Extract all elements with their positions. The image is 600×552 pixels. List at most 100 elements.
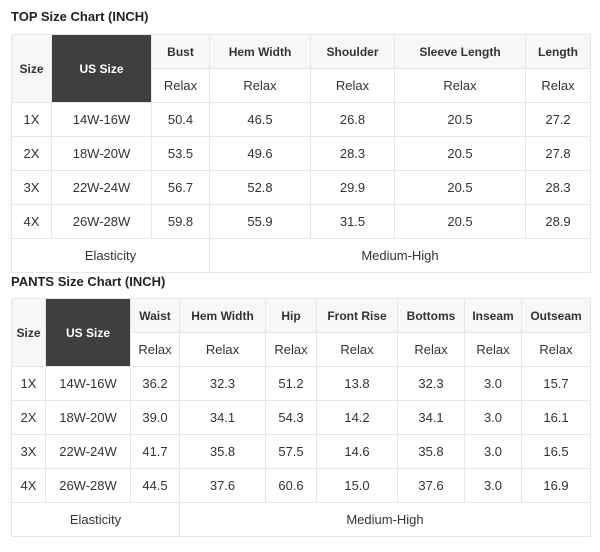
fit-row: Relax Relax Relax Relax Relax bbox=[12, 68, 591, 103]
table-cell: 15.7 bbox=[521, 366, 591, 401]
table-cell: 56.7 bbox=[151, 170, 210, 205]
column-header: Sleeve Length bbox=[394, 34, 526, 69]
column-header: Bottoms bbox=[397, 298, 465, 333]
table-cell: 13.8 bbox=[316, 366, 398, 401]
table-cell: 26W-28W bbox=[45, 468, 131, 503]
us-size-header: US Size bbox=[45, 298, 131, 367]
table-cell: 2X bbox=[11, 400, 46, 435]
table-cell: 18W-20W bbox=[45, 400, 131, 435]
table-cell: 41.7 bbox=[130, 434, 180, 469]
column-header: Bust bbox=[151, 34, 210, 69]
table-cell: 37.6 bbox=[397, 468, 465, 503]
table-row: 3X 22W-24W 56.7 52.8 29.9 20.5 28.3 bbox=[11, 170, 591, 205]
table-cell: 29.9 bbox=[310, 170, 395, 205]
table-cell: 59.8 bbox=[151, 204, 210, 239]
table-cell: 37.6 bbox=[179, 468, 266, 503]
table-cell: 54.3 bbox=[265, 400, 317, 435]
pants-size-table: Size US Size Waist Hem Width Hip Front Rise Bo… bbox=[11, 298, 591, 537]
fit-cell: Relax bbox=[525, 68, 591, 103]
table-cell: 60.6 bbox=[265, 468, 317, 503]
table-cell: 32.3 bbox=[179, 366, 266, 401]
table-cell: 55.9 bbox=[209, 204, 311, 239]
column-header: Waist bbox=[130, 298, 180, 333]
table-cell: 35.8 bbox=[397, 434, 465, 469]
table-cell: 15.0 bbox=[316, 468, 398, 503]
table-cell: 28.3 bbox=[310, 136, 395, 171]
fit-cell: Relax bbox=[130, 332, 180, 367]
top-size-table: Size US Size Bust Hem Width Shoulder Sleeve L… bbox=[11, 34, 591, 273]
table-cell: 46.5 bbox=[209, 102, 311, 137]
table-cell: 16.9 bbox=[521, 468, 591, 503]
table-cell: 14.2 bbox=[316, 400, 398, 435]
table-cell: 3X bbox=[11, 434, 46, 469]
table-cell: 20.5 bbox=[394, 102, 526, 137]
table-cell: 20.5 bbox=[394, 136, 526, 171]
elasticity-label: Elasticity bbox=[11, 238, 210, 273]
elasticity-row: Elasticity Medium-High bbox=[11, 238, 591, 273]
elasticity-label: Elasticity bbox=[11, 502, 180, 537]
column-header: Hem Width bbox=[179, 298, 266, 333]
column-header: Hip bbox=[265, 298, 317, 333]
fit-cell: Relax bbox=[151, 68, 210, 103]
table-cell: 31.5 bbox=[310, 204, 395, 239]
size-header: Size bbox=[11, 34, 52, 103]
table-cell: 28.3 bbox=[525, 170, 591, 205]
table-cell: 52.8 bbox=[209, 170, 311, 205]
table-row: 2X 18W-20W 53.5 49.6 28.3 20.5 27.8 bbox=[11, 136, 591, 171]
fit-row: Relax Relax Relax Relax Relax Relax Relax bbox=[12, 332, 591, 367]
table-cell: 26.8 bbox=[310, 102, 395, 137]
table-row: 4X 26W-28W 59.8 55.9 31.5 20.5 28.9 bbox=[11, 204, 591, 239]
top-size-chart-title: TOP Size Chart (INCH) bbox=[11, 9, 149, 24]
table-cell: 20.5 bbox=[394, 204, 526, 239]
table-cell: 27.2 bbox=[525, 102, 591, 137]
table-cell: 16.5 bbox=[521, 434, 591, 469]
table-cell: 36.2 bbox=[130, 366, 180, 401]
table-cell: 20.5 bbox=[394, 170, 526, 205]
fit-cell: Relax bbox=[521, 332, 591, 367]
table-row: 3X 22W-24W 41.7 35.8 57.5 14.6 35.8 3.0 16.5 bbox=[11, 434, 591, 469]
table-row: 4X 26W-28W 44.5 37.6 60.6 15.0 37.6 3.0 16.9 bbox=[11, 468, 591, 503]
fit-cell: Relax bbox=[179, 332, 266, 367]
table-cell: 2X bbox=[11, 136, 52, 171]
table-cell: 3.0 bbox=[464, 400, 522, 435]
column-header: Hem Width bbox=[209, 34, 311, 69]
fit-cell: Relax bbox=[316, 332, 398, 367]
table-cell: 4X bbox=[11, 204, 52, 239]
table-cell: 39.0 bbox=[130, 400, 180, 435]
fit-cell: Relax bbox=[310, 68, 395, 103]
table-cell: 50.4 bbox=[151, 102, 210, 137]
table-cell: 3.0 bbox=[464, 366, 522, 401]
column-header: Front Rise bbox=[316, 298, 398, 333]
table-cell: 1X bbox=[11, 102, 52, 137]
table-cell: 3.0 bbox=[464, 468, 522, 503]
table-cell: 3.0 bbox=[464, 434, 522, 469]
table-cell: 34.1 bbox=[179, 400, 266, 435]
header-row: Size US Size Bust Hem Width Shoulder Sleeve L… bbox=[11, 34, 591, 103]
us-size-header: US Size bbox=[51, 34, 152, 103]
fit-cell: Relax bbox=[464, 332, 522, 367]
table-cell: 57.5 bbox=[265, 434, 317, 469]
size-header: Size bbox=[11, 298, 46, 367]
column-header: Outseam bbox=[521, 298, 591, 333]
table-cell: 16.1 bbox=[521, 400, 591, 435]
fit-cell: Relax bbox=[394, 68, 526, 103]
fit-cell: Relax bbox=[209, 68, 311, 103]
column-header: Inseam bbox=[464, 298, 522, 333]
table-cell: 32.3 bbox=[397, 366, 465, 401]
table-cell: 51.2 bbox=[265, 366, 317, 401]
header-row: Size US Size Waist Hem Width Hip Front Rise Bo… bbox=[11, 298, 591, 367]
table-cell: 26W-28W bbox=[51, 204, 152, 239]
table-cell: 22W-24W bbox=[45, 434, 131, 469]
table-cell: 1X bbox=[11, 366, 46, 401]
table-cell: 49.6 bbox=[209, 136, 311, 171]
table-cell: 44.5 bbox=[130, 468, 180, 503]
table-cell: 28.9 bbox=[525, 204, 591, 239]
column-header: Shoulder bbox=[310, 34, 395, 69]
table-cell: 14.6 bbox=[316, 434, 398, 469]
elasticity-row: Elasticity Medium-High bbox=[11, 502, 591, 537]
table-cell: 34.1 bbox=[397, 400, 465, 435]
table-cell: 22W-24W bbox=[51, 170, 152, 205]
table-row: 2X 18W-20W 39.0 34.1 54.3 14.2 34.1 3.0 16.1 bbox=[11, 400, 591, 435]
elasticity-value: Medium-High bbox=[209, 238, 591, 273]
table-row: 1X 14W-16W 50.4 46.5 26.8 20.5 27.2 bbox=[11, 102, 591, 137]
